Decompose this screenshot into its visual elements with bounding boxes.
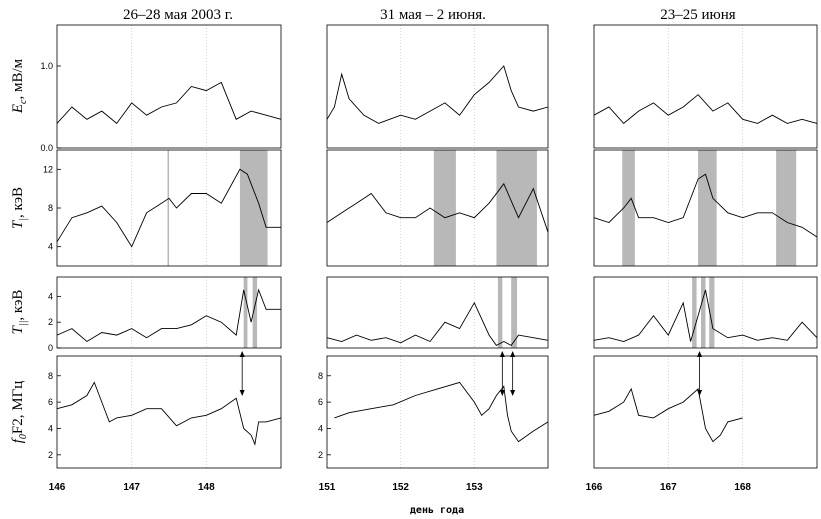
panel-frame xyxy=(593,355,818,469)
y-tick-label: 0.0 xyxy=(40,143,53,153)
x-tick-label: 151 xyxy=(319,482,336,493)
series-line xyxy=(326,65,549,124)
panel-frame xyxy=(593,276,818,349)
shaded-interval xyxy=(511,277,518,348)
series-line xyxy=(56,81,282,125)
column-title: 26–28 мая 2003 г. xyxy=(123,7,233,23)
series-line xyxy=(56,168,281,248)
y-axis-label: Ec, мВ/м xyxy=(10,58,29,114)
panel-frame xyxy=(326,276,549,349)
shaded-interval xyxy=(433,150,456,266)
shaded-interval xyxy=(496,150,537,266)
series-line xyxy=(593,94,818,125)
y-tick-label: 4 xyxy=(48,423,53,433)
shaded-interval xyxy=(239,150,268,266)
x-tick-label: 152 xyxy=(392,482,409,493)
panel-frame xyxy=(56,355,282,469)
arrow-head xyxy=(239,390,245,396)
series-line xyxy=(593,173,818,238)
y-tick-label: 0 xyxy=(48,343,53,353)
y-axis-label: f0F2, МГц xyxy=(10,381,29,444)
series-line xyxy=(334,381,549,443)
series-line xyxy=(326,301,549,346)
series-line xyxy=(56,288,281,343)
shaded-interval xyxy=(622,150,635,266)
y-axis-label: T|, кэВ xyxy=(10,187,29,229)
y-axis-label: T||, кэВ xyxy=(10,290,29,335)
arrow-head xyxy=(510,351,516,357)
panel-frame xyxy=(56,24,282,149)
y-tick-label: 6 xyxy=(48,397,53,407)
y-tick-label: 12 xyxy=(43,164,53,174)
panel-frame xyxy=(593,24,818,149)
x-tick-label: 168 xyxy=(734,482,751,493)
x-tick-label: 153 xyxy=(466,482,483,493)
y-tick-label: 8 xyxy=(318,371,323,381)
y-tick-label: 4 xyxy=(318,423,323,433)
x-tick-label: 147 xyxy=(123,482,140,493)
column-title: 31 мая – 2 июня. xyxy=(380,7,486,23)
series-line xyxy=(326,182,549,233)
series-line xyxy=(593,289,818,342)
shaded-interval xyxy=(698,150,717,266)
y-tick-label: 8 xyxy=(48,371,53,381)
panel-frame xyxy=(593,149,818,267)
x-tick-label: 146 xyxy=(49,482,66,493)
y-tick-label: 8 xyxy=(48,203,53,213)
series-line xyxy=(56,381,282,446)
panel-frame xyxy=(326,149,549,267)
shaded-interval xyxy=(243,277,248,348)
arrow-head xyxy=(510,390,516,396)
x-tick-label: 167 xyxy=(660,482,677,493)
x-tick-label: 148 xyxy=(198,482,215,493)
panel-frame xyxy=(326,355,549,469)
y-tick-label: 6 xyxy=(318,397,323,407)
panel-frame xyxy=(326,24,549,149)
shaded-interval xyxy=(709,277,715,348)
panel-frame xyxy=(56,276,282,349)
shaded-interval xyxy=(252,277,258,348)
shaded-interval xyxy=(701,277,706,348)
arrow-head xyxy=(499,390,505,396)
series-line xyxy=(593,387,743,443)
shaded-interval xyxy=(167,150,170,266)
arrow-head xyxy=(239,351,245,357)
y-tick-label: 1.0 xyxy=(40,61,53,71)
y-tick-label: 4 xyxy=(48,242,53,252)
x-axis-label: день года xyxy=(410,505,464,516)
shaded-interval xyxy=(497,277,503,348)
y-tick-label: 2 xyxy=(318,450,323,460)
y-tick-label: 2 xyxy=(48,317,53,327)
y-tick-label: 4 xyxy=(48,291,53,301)
arrow-head xyxy=(499,351,505,357)
shaded-interval xyxy=(776,150,797,266)
y-tick-label: 2 xyxy=(48,450,53,460)
arrow-head xyxy=(697,390,703,396)
column-title: 23–25 июня xyxy=(660,7,736,23)
x-tick-label: 166 xyxy=(586,482,603,493)
shaded-interval xyxy=(692,277,697,348)
arrow-head xyxy=(697,351,703,357)
